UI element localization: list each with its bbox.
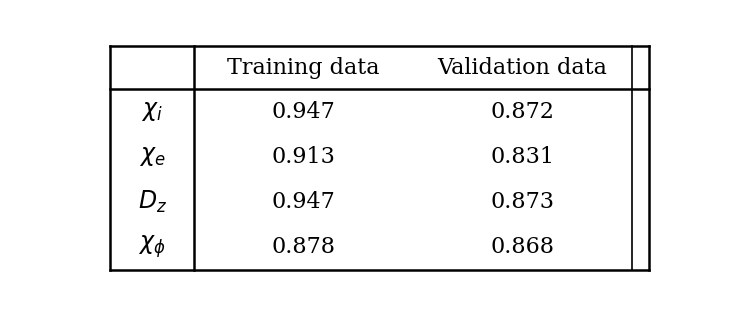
Text: 0.831: 0.831 <box>490 146 554 168</box>
Text: Validation data: Validation data <box>437 57 608 79</box>
Text: 0.868: 0.868 <box>490 236 554 258</box>
Text: 0.947: 0.947 <box>272 191 336 213</box>
Text: $D_z$: $D_z$ <box>138 189 167 215</box>
Text: 0.872: 0.872 <box>490 101 554 123</box>
Text: $\chi_i$: $\chi_i$ <box>141 100 163 123</box>
Text: 0.913: 0.913 <box>272 146 336 168</box>
Text: 0.873: 0.873 <box>490 191 554 213</box>
Text: 0.878: 0.878 <box>272 236 336 258</box>
Text: Training data: Training data <box>227 57 379 79</box>
Text: 0.947: 0.947 <box>272 101 336 123</box>
Text: $\chi_e$: $\chi_e$ <box>139 146 165 169</box>
Text: $\chi_\phi$: $\chi_\phi$ <box>138 234 166 260</box>
